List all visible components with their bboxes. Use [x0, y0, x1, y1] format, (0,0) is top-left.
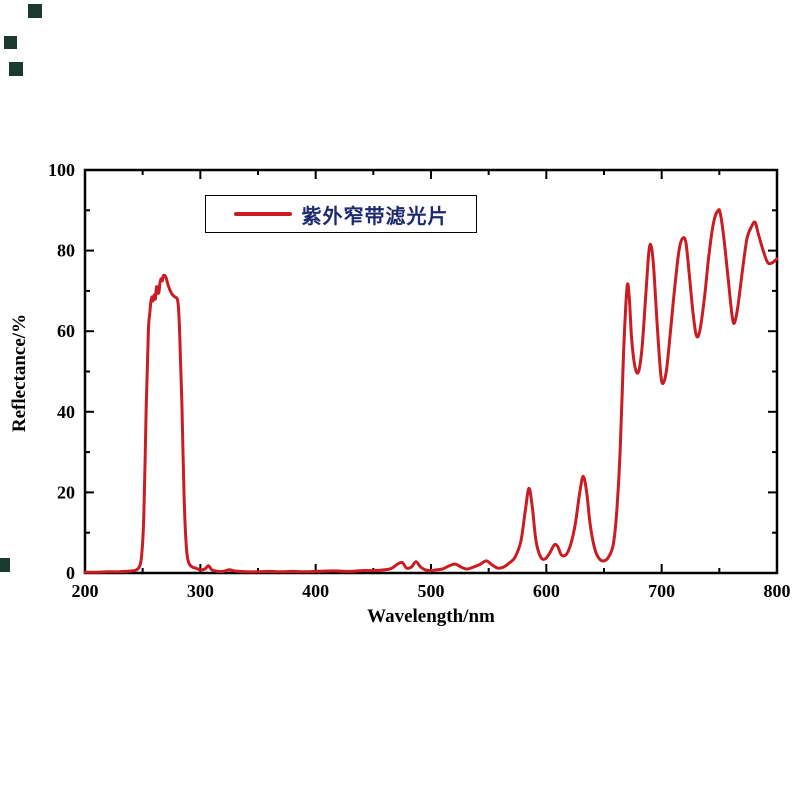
scan-artifact-square — [9, 62, 23, 76]
svg-text:60: 60 — [57, 321, 75, 341]
svg-text:40: 40 — [57, 402, 75, 422]
x-axis-title: Wavelength/nm — [367, 606, 495, 627]
svg-text:80: 80 — [57, 241, 75, 261]
svg-text:20: 20 — [57, 482, 75, 502]
y-axis-title: Reflectance/% — [9, 313, 30, 433]
svg-text:0: 0 — [66, 563, 75, 583]
legend-series-label: 紫外窄带滤光片 — [301, 205, 449, 228]
svg-text:100: 100 — [48, 160, 75, 180]
svg-text:400: 400 — [302, 581, 329, 601]
legend-box: 紫外窄带滤光片 — [205, 195, 477, 233]
svg-text:200: 200 — [72, 581, 99, 601]
scan-artifact-square — [4, 36, 17, 49]
svg-text:700: 700 — [648, 581, 675, 601]
scan-artifact-mark — [0, 558, 10, 572]
svg-text:300: 300 — [187, 581, 214, 601]
scan-artifact-square — [28, 4, 42, 18]
svg-text:800: 800 — [764, 581, 791, 601]
svg-text:500: 500 — [418, 581, 445, 601]
svg-text:600: 600 — [533, 581, 560, 601]
legend-line-sample — [233, 212, 292, 216]
